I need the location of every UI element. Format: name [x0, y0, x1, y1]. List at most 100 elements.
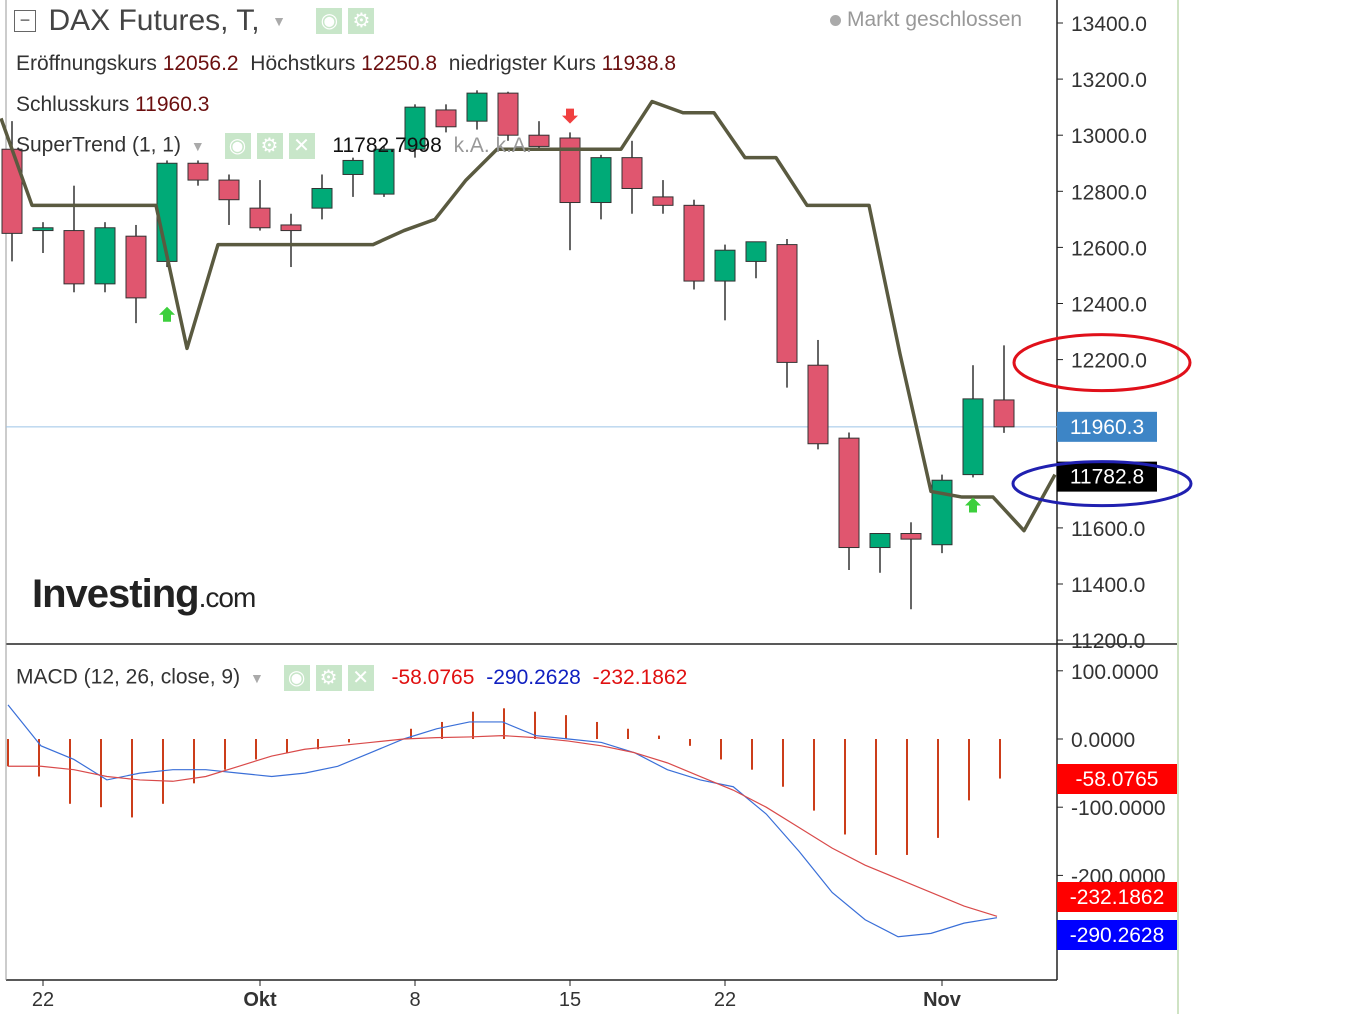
- price-axis-label: 12800.0: [1071, 181, 1147, 204]
- candle-body: [528, 134, 550, 147]
- candle-body: [63, 230, 85, 285]
- chevron-down-icon[interactable]: ▼: [190, 138, 205, 154]
- supertrend-tag: 11782.8: [1057, 461, 1157, 492]
- candle-body: [249, 207, 271, 229]
- market-status-text: Markt geschlossen: [847, 8, 1023, 31]
- macd-axis-label: 100.0000: [1071, 661, 1159, 684]
- time-axis-label: Nov: [923, 989, 962, 1011]
- supertrend-line: [0, 99, 1057, 533]
- supertrend-label: SuperTrend (1, 1): [16, 133, 181, 157]
- annotation-ellipse-blue: [1011, 460, 1193, 508]
- macd-hist-tag: -58.0765: [1057, 764, 1177, 794]
- candle-body: [652, 196, 674, 206]
- gear-icon[interactable]: ⚙: [315, 665, 342, 691]
- candle-body: [311, 187, 333, 209]
- macd-axis-label: -100.0000: [1071, 797, 1166, 820]
- macd-hist-tag-text: -58.0765: [1076, 768, 1159, 791]
- signal-line: [8, 734, 998, 917]
- sell-signal-arrow: [562, 108, 578, 124]
- chevron-down-icon[interactable]: ▼: [249, 670, 264, 686]
- high-label: Höchstkurs: [250, 52, 356, 75]
- supertrend-value: 11782.7998: [332, 133, 442, 157]
- macd-line-tag: -290.2628: [1057, 920, 1177, 950]
- low-value: 11938.8: [601, 52, 677, 75]
- macd-hist-tag-bg: [1057, 764, 1177, 794]
- ohlc-line-1: Eröffnungskurs 12056.2 Höchstkurs 12250.…: [16, 52, 676, 76]
- candle-body: [683, 204, 705, 282]
- candle-body: [776, 244, 798, 363]
- macd-axis-label: 0.0000: [1071, 729, 1135, 752]
- candle-body: [187, 162, 209, 181]
- annotation-ellipse-red: [1012, 333, 1192, 393]
- candle-body: [497, 92, 519, 136]
- open-value: 12056.2: [162, 52, 239, 75]
- candle-body: [218, 179, 240, 201]
- close-label: Schlusskurs: [16, 93, 130, 116]
- candle-body: [807, 364, 829, 445]
- chart-header: − DAX Futures, T, ▼ ◉ ⚙: [14, 4, 380, 38]
- ohlc-line-2: Schlusskurs 11960.3: [16, 93, 209, 117]
- candle-body: [714, 249, 736, 282]
- supertrend-tag-text: 11782.8: [1070, 466, 1144, 489]
- price-axis-label: 13400.0: [1071, 13, 1147, 36]
- close-icon[interactable]: ✕: [347, 665, 374, 691]
- candle-body: [590, 157, 612, 204]
- close-icon[interactable]: ✕: [288, 133, 315, 159]
- eye-icon[interactable]: ◉: [224, 133, 251, 159]
- gear-icon[interactable]: ⚙: [348, 8, 375, 34]
- last-price-tag-text: 11960.3: [1070, 416, 1144, 439]
- candle-body: [559, 137, 581, 204]
- candle-body: [745, 241, 767, 262]
- candle-body: [342, 159, 364, 175]
- time-axis-label: 8: [409, 989, 420, 1011]
- price-axis-label: 11200.0: [1071, 630, 1145, 653]
- candle-body: [1, 148, 23, 234]
- last-price-tag-bg: [1057, 411, 1157, 442]
- logo-main: Investing: [32, 572, 200, 616]
- logo-suffix: .com: [198, 582, 257, 613]
- supertrend-tag-bg: [1057, 461, 1157, 492]
- candle-body: [156, 162, 178, 262]
- gear-icon[interactable]: ⚙: [256, 133, 283, 159]
- macd-signal-tag: -232.1862: [1057, 882, 1177, 912]
- eye-icon[interactable]: ◉: [316, 8, 343, 34]
- macd-signal-tag-text: -232.1862: [1070, 886, 1165, 909]
- buy-signal-arrow: [159, 306, 175, 322]
- macd-line-tag-text: -290.2628: [1070, 924, 1165, 947]
- candle-body: [435, 109, 457, 128]
- time-axis-label: Okt: [243, 989, 277, 1011]
- time-axis-label: 22: [714, 989, 736, 1011]
- close-value: 11960.3: [135, 93, 210, 116]
- macd-line-value: -290.2628: [486, 665, 581, 689]
- status-dot-icon: [830, 14, 841, 26]
- candle-body: [900, 533, 922, 540]
- macd-hist-value: -58.0765: [391, 665, 475, 689]
- candle-body: [32, 227, 54, 232]
- macd-label: MACD (12, 26, close, 9): [16, 665, 241, 689]
- price-axis-label: 11400.0: [1071, 574, 1145, 597]
- macd-legend: MACD (12, 26, close, 9) ▼ ◉ ⚙ ✕ -58.0765 -…: [16, 665, 687, 691]
- price-axis-label: 13200.0: [1071, 69, 1147, 92]
- investing-logo: Investing.com: [32, 572, 257, 617]
- macd-line: [7, 704, 998, 938]
- price-axis-label: 13000.0: [1071, 125, 1147, 148]
- candle-body: [94, 227, 116, 285]
- last-price-tag: 11960.3: [1057, 411, 1157, 442]
- chevron-down-icon[interactable]: ▼: [272, 13, 286, 29]
- buy-signal-arrow: [965, 497, 981, 513]
- candle-body: [962, 398, 984, 476]
- macd-signal-tag-bg: [1057, 882, 1177, 912]
- candle-body: [993, 399, 1015, 428]
- macd-line-tag-bg: [1057, 920, 1177, 950]
- price-axis-label: 12400.0: [1071, 294, 1147, 317]
- eye-icon[interactable]: ◉: [283, 665, 310, 691]
- high-value: 12250.8: [361, 52, 438, 75]
- macd-signal-value: -232.1862: [592, 665, 688, 689]
- candle-body: [404, 106, 426, 150]
- candle-body: [838, 437, 860, 549]
- collapse-icon[interactable]: −: [14, 10, 36, 32]
- candle-body: [373, 148, 395, 195]
- open-label: Eröffnungskurs: [16, 52, 157, 75]
- price-axis-label: 12200.0: [1071, 350, 1147, 373]
